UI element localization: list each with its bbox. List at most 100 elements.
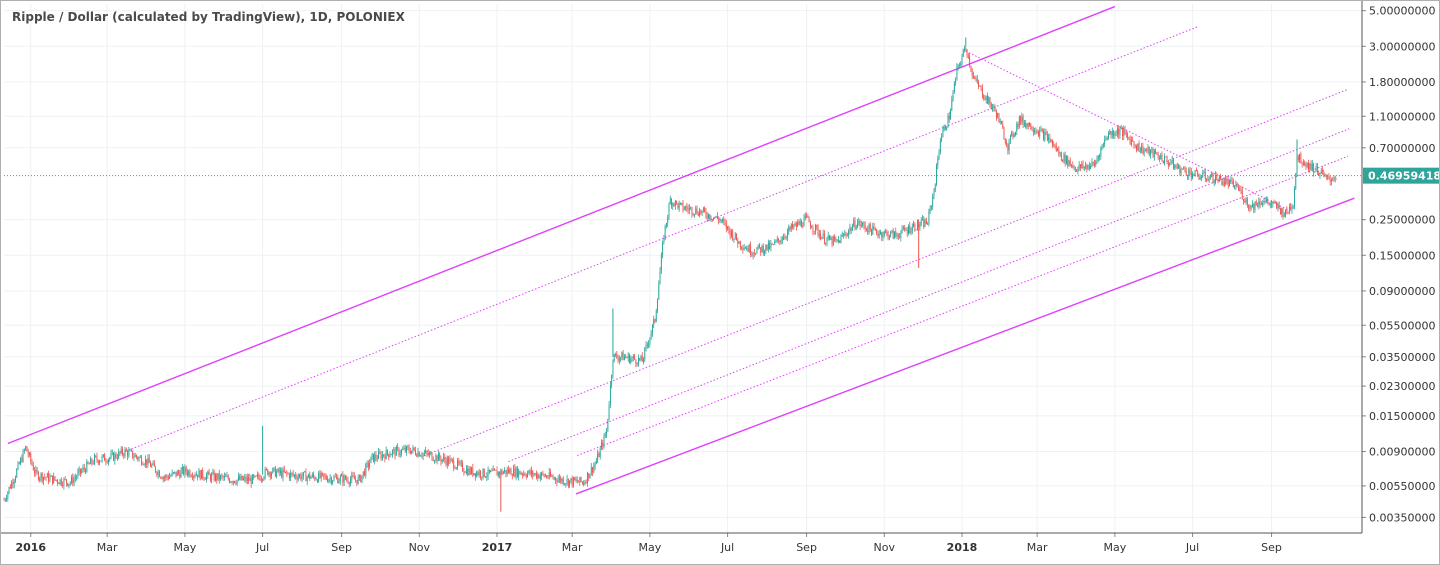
candle-body	[876, 229, 878, 234]
candle-body	[300, 474, 302, 480]
candle-body	[1178, 164, 1180, 168]
candle-body	[911, 226, 913, 232]
candle-body	[834, 236, 836, 240]
candle-body	[780, 240, 782, 243]
candle-body	[937, 159, 939, 166]
candle-body	[1169, 163, 1171, 166]
candle-body	[468, 468, 470, 476]
candle-body	[408, 447, 410, 452]
candle-body	[728, 226, 730, 230]
candle-body	[297, 476, 299, 480]
candle-body	[1109, 131, 1111, 134]
candle-body	[1016, 123, 1018, 132]
candle-body	[646, 344, 648, 346]
candle-body	[626, 357, 628, 359]
candle-body	[236, 479, 238, 484]
candle-body	[910, 231, 912, 233]
candle-body	[348, 482, 350, 484]
candle-body	[171, 472, 173, 476]
candle-body	[541, 472, 543, 476]
candle-body	[346, 479, 348, 481]
candle-body	[812, 228, 814, 231]
candle-body	[918, 220, 920, 227]
candle-body	[288, 473, 290, 479]
candle-body	[239, 476, 241, 480]
candle-body	[394, 448, 396, 456]
candle-body	[122, 448, 123, 455]
candle-body	[639, 357, 641, 360]
candle-body	[137, 457, 139, 460]
candle-body	[727, 226, 729, 230]
candle-body	[769, 242, 771, 249]
candle-body	[579, 477, 581, 483]
candle-body	[1225, 179, 1227, 185]
candle-body	[1240, 189, 1242, 191]
candle-body	[218, 473, 220, 480]
candle-body	[581, 481, 583, 483]
candle-body	[1017, 123, 1019, 127]
candle-body	[787, 231, 788, 237]
candle-body	[1088, 165, 1090, 169]
candle-body	[629, 354, 630, 363]
candle-body	[983, 96, 985, 99]
candle-body	[244, 477, 246, 479]
candle-body	[1007, 144, 1009, 151]
candle-body	[919, 224, 921, 227]
candle-body	[1306, 162, 1308, 167]
candle-body	[681, 202, 683, 204]
candle-body	[123, 454, 125, 456]
candle-body	[514, 468, 516, 477]
candle-body	[1229, 180, 1230, 186]
candle-body	[384, 455, 386, 460]
candle-body	[1134, 144, 1136, 146]
candle-body	[942, 130, 944, 137]
candle-body	[1037, 131, 1039, 136]
candle-body	[1248, 205, 1250, 210]
candle-body	[849, 227, 851, 232]
candle-body	[821, 237, 823, 240]
candle-body	[555, 477, 557, 481]
candle-body	[984, 98, 986, 100]
candle-body	[677, 202, 679, 209]
candle-body	[506, 469, 508, 474]
candle-body	[285, 471, 286, 473]
candle-body	[758, 244, 760, 248]
candle-body	[900, 232, 902, 238]
channel-line	[7, 5, 1116, 445]
candle-body	[152, 462, 154, 465]
candle-body	[686, 206, 688, 209]
candle-body	[1167, 161, 1169, 166]
candle-body	[1203, 171, 1205, 174]
candle-body	[376, 458, 378, 460]
candle-body	[576, 479, 578, 482]
candle-body	[1058, 148, 1060, 154]
candle-body	[1091, 162, 1093, 166]
candle-body	[871, 229, 872, 235]
candle-body	[1287, 212, 1289, 214]
candle-body	[502, 471, 504, 474]
candle-body	[262, 479, 264, 480]
candle-body	[645, 344, 647, 349]
candle-body	[1146, 150, 1148, 151]
candle-body	[68, 483, 70, 486]
candle-body	[511, 475, 513, 477]
candle-body	[964, 48, 965, 50]
candle-body	[1029, 123, 1030, 127]
candle-body	[578, 481, 579, 483]
candle-body	[267, 469, 269, 475]
candle-body	[241, 475, 243, 480]
candle-body	[863, 222, 865, 226]
candle-body	[1139, 150, 1141, 152]
candle-body	[332, 480, 334, 483]
candle-body	[1324, 174, 1326, 176]
candle-body	[1101, 145, 1103, 149]
candle-body	[909, 225, 911, 233]
candle-body	[1274, 202, 1276, 204]
candle-body	[989, 97, 991, 104]
candle-body	[902, 227, 904, 229]
candle-body	[890, 231, 892, 237]
candle-body	[530, 470, 532, 475]
candle-body	[851, 226, 853, 231]
candle-body	[622, 352, 624, 361]
